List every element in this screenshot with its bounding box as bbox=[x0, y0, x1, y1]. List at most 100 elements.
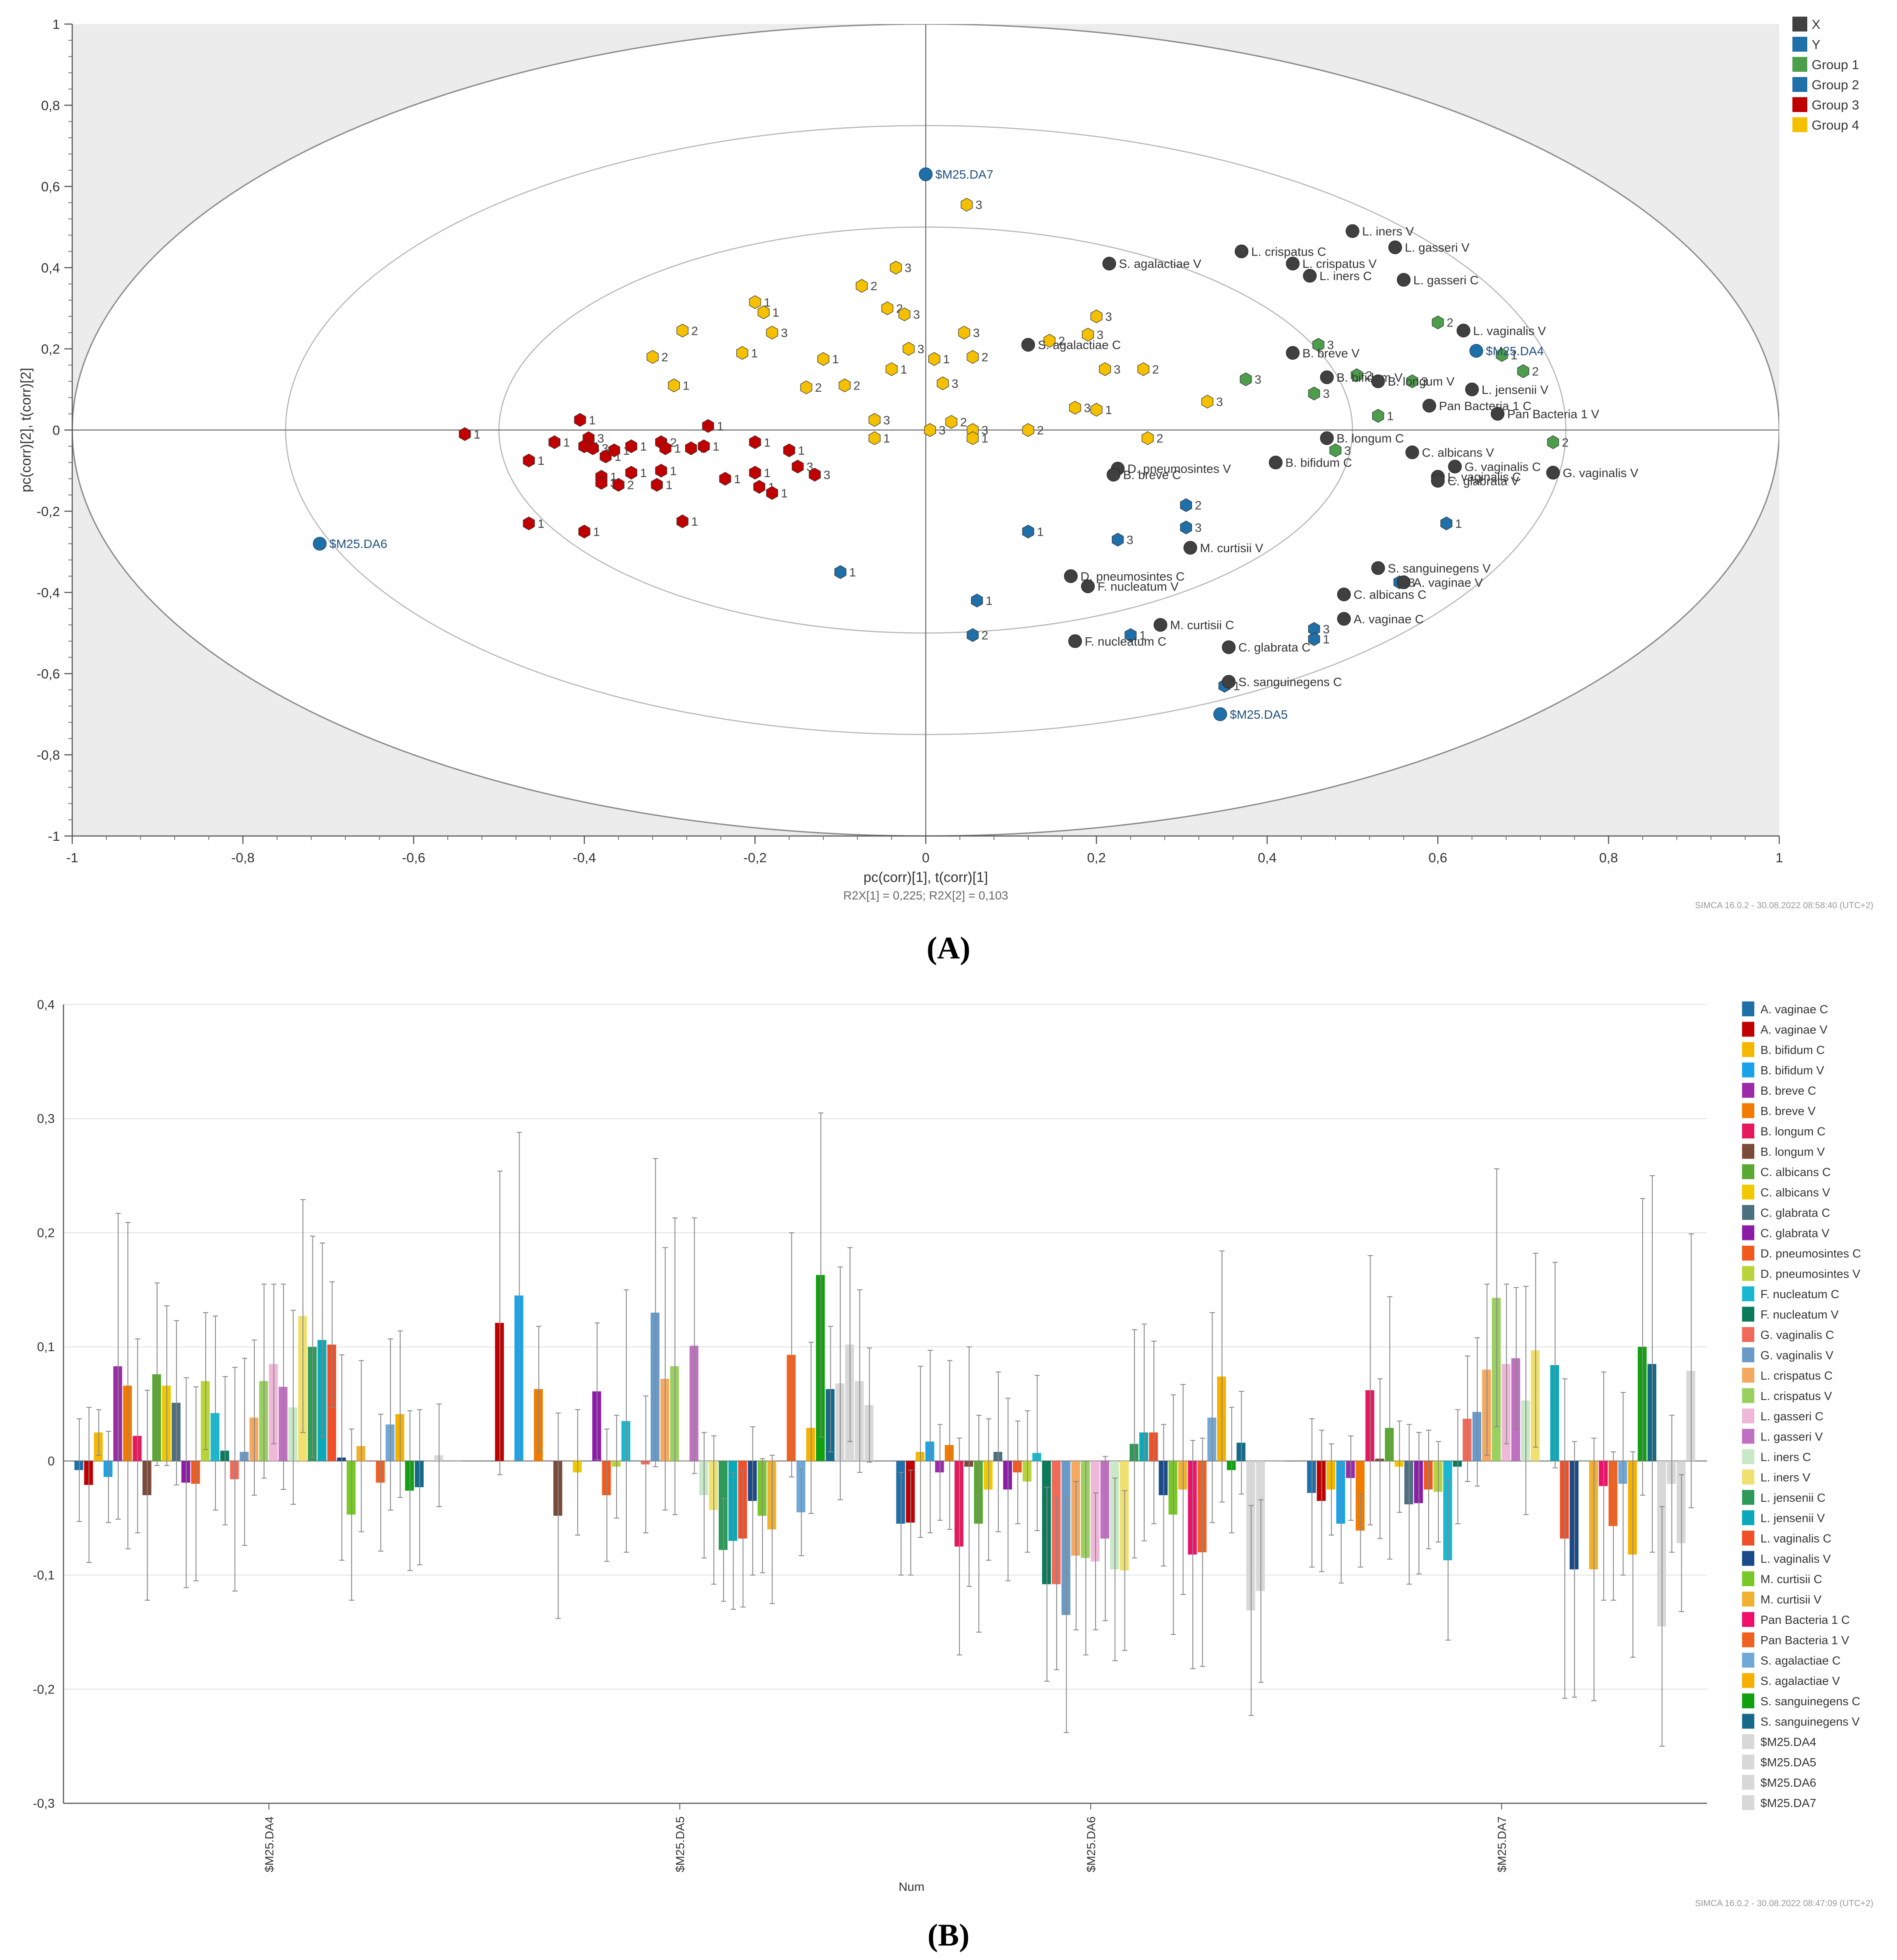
legend-swatch-l-gasseri-c bbox=[1742, 1409, 1754, 1423]
y-axis-title: pc(corr)[2], t(corr)[2] bbox=[18, 368, 34, 492]
score-label: 2 bbox=[1156, 432, 1163, 445]
software-stamp: SIMCA 16.0.2 - 30.08.2022 08:58:40 (UTC+… bbox=[1695, 901, 1873, 910]
legend-swatch-m-curtisii-v bbox=[1742, 1591, 1754, 1607]
score-label: 3 bbox=[1344, 444, 1351, 457]
x-loading-s-sanguinegens-c bbox=[1222, 674, 1236, 689]
legend-swatch-d-pneumosintes-v bbox=[1742, 1266, 1754, 1281]
x-tick-label: -1 bbox=[66, 850, 78, 865]
y-loading-label: $M25.DA5 bbox=[1230, 708, 1288, 721]
x-tick-label: 0,2 bbox=[1087, 850, 1106, 865]
legend-swatch-b-breve-c bbox=[1742, 1083, 1754, 1098]
legend-label: F. nucleatum V bbox=[1760, 1308, 1839, 1321]
y-loading-label: $M25.DA6 bbox=[330, 537, 387, 551]
legend-swatch-b-bifidum-c bbox=[1742, 1042, 1754, 1057]
legend-label: C. albicans C bbox=[1760, 1166, 1831, 1179]
legend-swatch-c-glabrata-c bbox=[1742, 1205, 1754, 1220]
score-label: 2 bbox=[1037, 424, 1044, 437]
score-point-group-4 bbox=[966, 431, 979, 445]
x-tick-label: -0,8 bbox=[231, 850, 254, 865]
score-point-group-3 bbox=[749, 435, 761, 449]
legend-swatch-f-nucleatum-v bbox=[1742, 1307, 1754, 1322]
legend-label: B. longum C bbox=[1760, 1125, 1826, 1138]
x-loading-d-pneumosintes-c bbox=[1064, 569, 1078, 583]
score-point-group-1 bbox=[1496, 348, 1508, 362]
score-point-group-3 bbox=[625, 439, 637, 453]
score-label: 1 bbox=[986, 594, 993, 608]
x-loading-b-breve-c bbox=[1107, 467, 1121, 482]
score-label: 3 bbox=[913, 308, 920, 321]
legend-swatch-pan-bacteria-1-v bbox=[1742, 1632, 1754, 1647]
y-tick-label: 0 bbox=[53, 423, 60, 438]
x-loading-label: A. vaginae C bbox=[1354, 612, 1424, 626]
x-loading-label: B. bifidum V bbox=[1337, 371, 1403, 384]
legend-label: C. glabrata V bbox=[1760, 1227, 1830, 1240]
x-loading-l-vaginalis-v bbox=[1456, 323, 1471, 337]
bar-chart: -0,3 -0,2 -0,1 0 0,1 0,2 0,3 0,4 $M25.DA4 $M25.DA… bbox=[33, 998, 1873, 1908]
x-loading-label: B. breve C bbox=[1123, 468, 1181, 482]
legend-label: L. iners V bbox=[1760, 1471, 1810, 1484]
legend-label: L. vaginalis C bbox=[1760, 1532, 1831, 1545]
x-loading-s-agalactiae-v bbox=[1102, 256, 1116, 270]
x-tick-label: 0,8 bbox=[1599, 850, 1618, 865]
score-label: 2 bbox=[1366, 369, 1373, 382]
score-label: 1 bbox=[798, 444, 805, 457]
legend-swatch-b-longum-v bbox=[1742, 1144, 1754, 1159]
score-point-group-1 bbox=[1406, 374, 1419, 388]
x-loading-label: B. bifidum C bbox=[1286, 456, 1352, 470]
legend-swatch-b-breve-v bbox=[1742, 1103, 1754, 1118]
score-label: 3 bbox=[883, 413, 890, 427]
score-point-group-1 bbox=[1372, 409, 1384, 423]
legend-swatch-group-3 bbox=[1792, 97, 1807, 112]
x-loading-g-vaginalis-c bbox=[1448, 460, 1462, 474]
legend-swatch-l-crispatus-v bbox=[1742, 1388, 1754, 1403]
score-point-group-3 bbox=[459, 427, 471, 441]
legend-swatch-g-vaginalis-v bbox=[1742, 1347, 1754, 1363]
legend-label: F. nucleatum C bbox=[1760, 1288, 1839, 1301]
score-label: 1 bbox=[751, 346, 758, 360]
score-label: 1 bbox=[1323, 632, 1330, 646]
legend-swatch-c-albicans-c bbox=[1742, 1164, 1754, 1179]
score-label: 3 bbox=[1216, 395, 1223, 409]
legend-label: A. vaginae V bbox=[1760, 1023, 1827, 1036]
score-point-group-4 bbox=[856, 279, 868, 293]
score-point-group-1 bbox=[1547, 435, 1559, 449]
score-point-group-4 bbox=[757, 305, 770, 320]
score-point-group-4 bbox=[890, 260, 902, 275]
score-point-group-3 bbox=[659, 441, 671, 455]
score-label: 1 bbox=[900, 362, 907, 376]
x-loading-c-glabrata-v bbox=[1431, 474, 1445, 488]
legend-swatch-c-albicans-v bbox=[1742, 1184, 1754, 1200]
score-label: 1 bbox=[773, 306, 780, 320]
x-loading-pan-bacteria-1-c bbox=[1422, 399, 1437, 413]
score-label: 1 bbox=[674, 442, 681, 455]
score-point-group-3 bbox=[702, 419, 714, 433]
score-label: 3 bbox=[973, 326, 980, 340]
score-point-group-4 bbox=[676, 323, 689, 337]
legend-swatch-group-4 bbox=[1792, 117, 1807, 132]
x-loading-a-vaginae-c bbox=[1337, 612, 1351, 626]
score-label: 3 bbox=[1327, 338, 1334, 352]
x-tick-label: -0,4 bbox=[573, 850, 596, 865]
score-label: 1 bbox=[764, 295, 771, 309]
legend-swatch-a-vaginae-v bbox=[1742, 1022, 1754, 1037]
x-loading-label: L. vaginalis V bbox=[1473, 324, 1546, 337]
y-tick-label: 0,4 bbox=[37, 998, 55, 1012]
score-point-group-4 bbox=[898, 307, 910, 321]
score-label: 3 bbox=[917, 342, 924, 356]
x-loading-label: M. curtisii V bbox=[1200, 541, 1264, 555]
legend-label: D. pneumosintes V bbox=[1760, 1268, 1860, 1281]
score-point-group-1 bbox=[1517, 364, 1529, 378]
legend-swatch-l-vaginalis-v bbox=[1742, 1551, 1754, 1566]
score-label: 1 bbox=[1037, 525, 1044, 538]
y-tick-label: 0,2 bbox=[37, 1226, 55, 1240]
score-point-group-1 bbox=[1312, 338, 1324, 352]
panel-a-loadings-scatter: -1 -0,8 -0,6 -0,4 -0,2 0 0,2 0,4 0,6 0,8 1 -1 -0,8 -0… bbox=[0, 0, 1897, 976]
score-point-group-4 bbox=[1022, 423, 1034, 437]
score-point-group-4 bbox=[868, 413, 881, 427]
x-axis-title: Num bbox=[899, 1880, 924, 1893]
x-loading-label: L. crispatus V bbox=[1303, 257, 1377, 270]
y-tick-label: -0,8 bbox=[37, 748, 60, 763]
score-point-group-1 bbox=[1308, 386, 1320, 400]
legend-swatch-m25-da7 bbox=[1742, 1795, 1754, 1810]
x-loading-label: Pan Bacteria 1 C bbox=[1439, 399, 1532, 413]
